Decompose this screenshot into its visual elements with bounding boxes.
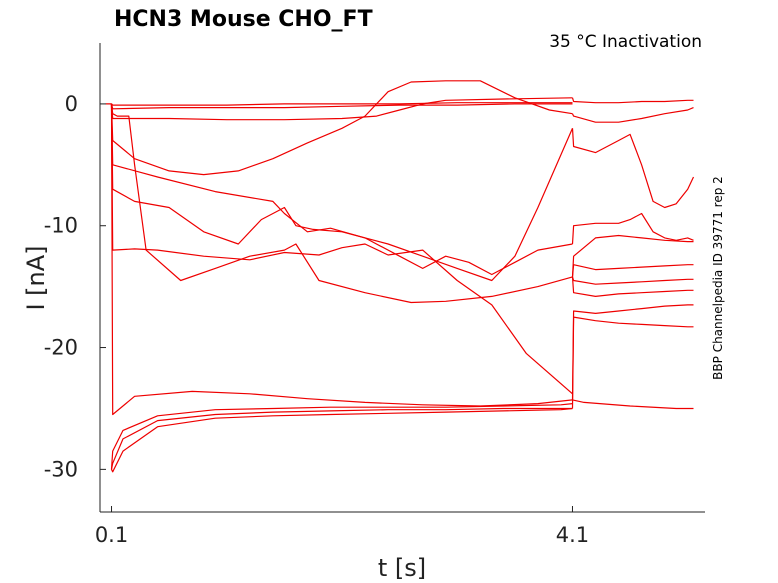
trace-6: [110, 103, 573, 304]
trace-4: [110, 407, 573, 473]
trace-21: [571, 107, 694, 123]
y-axis-ticks: 0 -10 -20 -30: [44, 92, 106, 481]
y-tick-label: -30: [44, 457, 78, 481]
y-tick-label: -20: [44, 336, 78, 360]
trace-10: [110, 97, 573, 121]
trace-1: [105, 103, 694, 416]
trace-20: [571, 128, 695, 209]
trace-17: [571, 304, 694, 400]
trace-3: [110, 407, 573, 470]
y-tick-label: -10: [44, 214, 78, 238]
side-id-label: BBP Channelpedia ID 39771 rep 2: [711, 176, 725, 380]
trace-19: [571, 212, 694, 245]
chart-title: HCN3 Mouse CHO_FT: [114, 7, 373, 32]
chart-subtitle: 35 °C Inactivation: [549, 32, 702, 52]
trace-18: [571, 316, 694, 409]
trace-14: [571, 264, 694, 277]
trace-5: [110, 103, 573, 395]
x-axis-label: t [s]: [378, 554, 426, 582]
x-axis-ticks: 0.1 4.1: [95, 506, 589, 547]
trace-9: [110, 80, 573, 176]
trace-2: [110, 403, 573, 470]
trace-7: [110, 103, 573, 276]
trace-13: [571, 234, 694, 277]
y-axis-label: I [nA]: [22, 245, 50, 310]
trace-11: [110, 103, 573, 110]
x-tick-label: 4.1: [556, 523, 589, 547]
trace-8: [110, 103, 574, 282]
trace-12: [111, 102, 573, 106]
y-tick-label: 0: [65, 92, 78, 116]
trace-15: [571, 276, 694, 285]
trace-16: [571, 276, 694, 297]
trace-22: [571, 97, 694, 104]
plot-traces: [105, 80, 695, 473]
x-tick-label: 0.1: [95, 523, 128, 547]
